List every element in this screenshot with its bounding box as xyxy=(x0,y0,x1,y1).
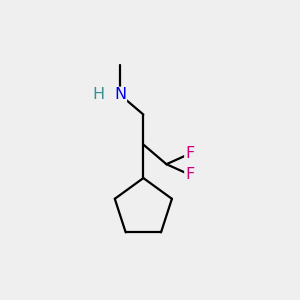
Text: F: F xyxy=(185,146,194,161)
Text: N: N xyxy=(114,87,126,102)
Text: H: H xyxy=(92,87,104,102)
Text: F: F xyxy=(185,167,194,182)
